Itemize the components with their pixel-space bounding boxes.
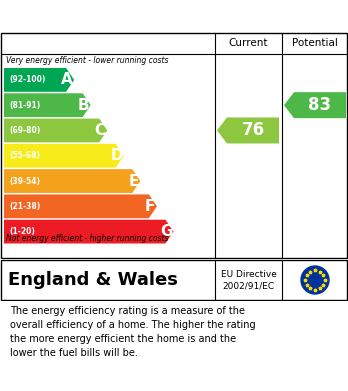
Text: England & Wales: England & Wales [8, 271, 178, 289]
Text: E: E [128, 174, 139, 188]
Text: Potential: Potential [292, 38, 338, 48]
Text: Not energy efficient - higher running costs: Not energy efficient - higher running co… [6, 234, 168, 243]
Text: Current: Current [229, 38, 268, 48]
Polygon shape [284, 92, 346, 118]
Text: F: F [145, 199, 155, 214]
Text: G: G [160, 224, 173, 239]
Text: (69-80): (69-80) [9, 126, 40, 135]
Polygon shape [4, 68, 74, 92]
Text: B: B [78, 98, 89, 113]
Text: (92-100): (92-100) [9, 75, 45, 84]
Text: EU Directive
2002/91/EC: EU Directive 2002/91/EC [221, 270, 276, 290]
Text: D: D [110, 148, 123, 163]
Text: (81-91): (81-91) [9, 100, 40, 110]
Text: Energy Efficiency Rating: Energy Efficiency Rating [5, 9, 227, 23]
Polygon shape [4, 118, 107, 142]
Text: (21-38): (21-38) [9, 202, 40, 211]
Text: (1-20): (1-20) [9, 227, 35, 236]
Text: A: A [61, 72, 73, 88]
Polygon shape [217, 117, 279, 143]
Polygon shape [4, 169, 140, 193]
Text: Very energy efficient - lower running costs: Very energy efficient - lower running co… [6, 56, 168, 65]
Text: 76: 76 [242, 122, 264, 140]
Polygon shape [4, 93, 91, 117]
Text: C: C [95, 123, 106, 138]
Polygon shape [4, 194, 157, 218]
Polygon shape [4, 220, 173, 244]
Text: 83: 83 [308, 96, 332, 114]
Polygon shape [4, 144, 124, 168]
Text: The energy efficiency rating is a measure of the
overall efficiency of a home. T: The energy efficiency rating is a measur… [10, 305, 256, 357]
Text: (39-54): (39-54) [9, 176, 40, 186]
Text: (55-68): (55-68) [9, 151, 40, 160]
Circle shape [301, 266, 329, 294]
